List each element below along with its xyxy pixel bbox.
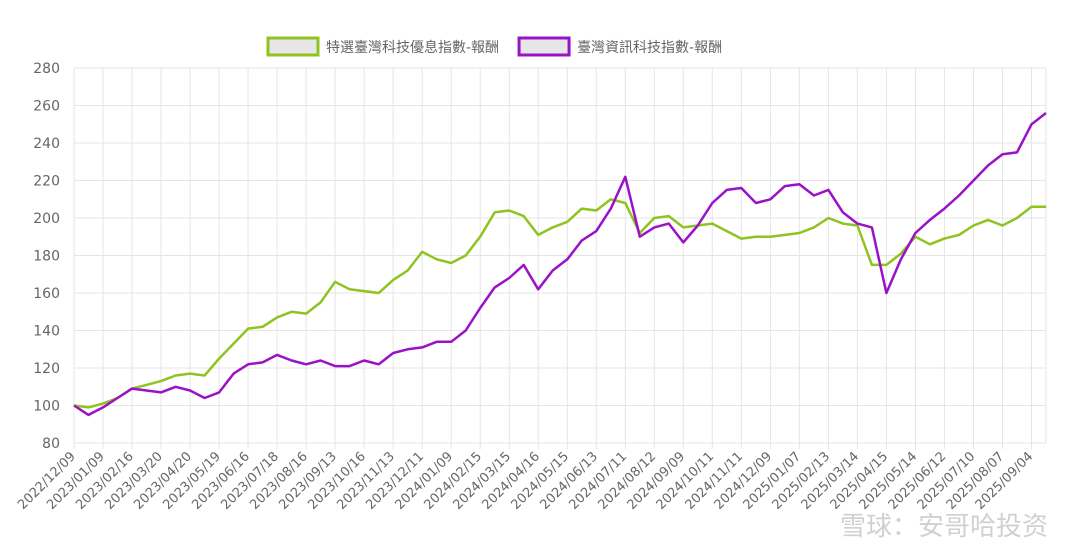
y-tick-label: 120	[33, 361, 60, 377]
y-tick-label: 180	[33, 249, 60, 265]
y-tick-label: 220	[33, 174, 60, 190]
y-tick-label: 140	[33, 324, 60, 340]
legend-swatch	[266, 36, 320, 57]
series-line	[73, 112, 1047, 417]
y-tick-label: 240	[33, 136, 60, 152]
legend-label: 臺灣資訊科技指數-報酬	[577, 40, 722, 56]
y-tick-label: 80	[42, 436, 60, 452]
y-tick-label: 200	[33, 211, 60, 227]
y-tick-label: 280	[33, 61, 60, 77]
y-tick-label: 100	[33, 399, 60, 415]
series-line	[73, 198, 1046, 409]
legend-label: 特選臺灣科技優息指數-報酬	[326, 39, 499, 56]
y-tick-label: 160	[33, 286, 60, 302]
y-tick-label: 260	[33, 99, 60, 115]
legend-swatch	[517, 36, 571, 57]
watermark: 雪球：安哥哈投资	[840, 512, 1048, 542]
